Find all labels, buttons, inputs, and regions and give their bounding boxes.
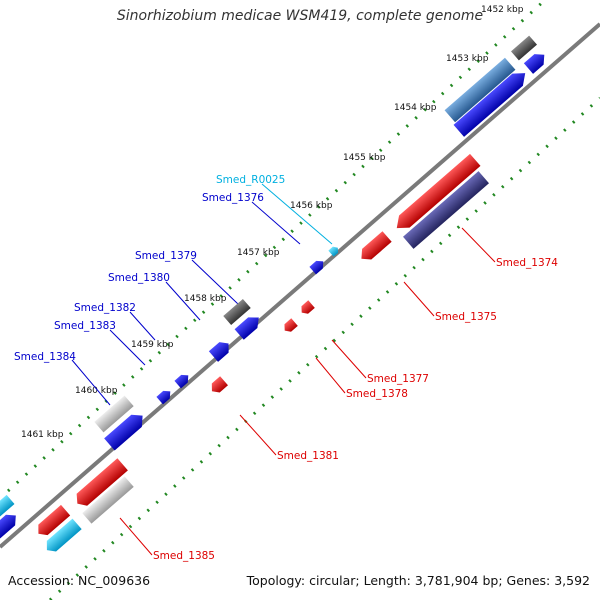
gene-block [511, 35, 537, 61]
tick-1453: 1453 kbp [446, 54, 489, 64]
tick-1457: 1457 kbp [237, 248, 280, 258]
gene-arrow [396, 153, 481, 229]
gene-block [0, 494, 15, 519]
gene-arrow [76, 458, 128, 506]
leader-smed-1378 [315, 357, 346, 394]
gene-block [403, 171, 489, 249]
gene-arrow [301, 300, 315, 314]
gene-arrow [234, 317, 259, 340]
tick-1454: 1454 kbp [394, 103, 437, 113]
leader-smed-1383 [109, 329, 146, 366]
reverse-strand-genes [38, 153, 489, 552]
tick-1455: 1455 kbp [343, 153, 386, 163]
leader-smed-1374 [461, 227, 496, 263]
forward-strand-row2 [0, 54, 545, 539]
leader-smed-1380 [165, 281, 201, 321]
topology-text: Topology: circular; Length: 3,781,904 bp… [246, 573, 590, 588]
tick-1460: 1460 kbp [75, 386, 118, 396]
gene-arrow [38, 504, 71, 536]
forward-strand-genes [0, 35, 537, 519]
leader-smed-1385 [119, 517, 153, 556]
gene-arrow [0, 514, 16, 539]
tick-1461: 1461 kbp [21, 430, 64, 440]
leader-smed-1381 [239, 414, 277, 456]
tick-1458: 1458 kbp [184, 294, 227, 304]
gene-arrow [104, 414, 143, 451]
accession-text: Accession: NC_009636 [8, 573, 151, 588]
gene-arrow [453, 73, 526, 137]
gene-arrow [174, 374, 189, 389]
gene-block [94, 395, 134, 433]
label-smed-1384: Smed_1384 [14, 351, 76, 363]
leader-smed-1382 [129, 311, 156, 341]
gene-block [444, 57, 516, 123]
label-smed-1385: Smed_1385 [153, 550, 215, 562]
gene-arrow [211, 376, 228, 393]
label-smed-1380: Smed_1380 [108, 272, 170, 284]
leader-smed-1379 [191, 259, 239, 305]
gene-arrow [523, 54, 545, 74]
label-smed-1374: Smed_1374 [496, 257, 558, 269]
label-smed-1376: Smed_1376 [202, 192, 264, 204]
label-smed-1379: Smed_1379 [135, 250, 197, 262]
outer-scale-track [48, 96, 600, 600]
gene-block [223, 298, 251, 326]
gene-arrow [46, 518, 82, 552]
gene-arrow [361, 231, 392, 260]
leader-smed-1384 [71, 359, 111, 406]
gene-block [82, 476, 134, 524]
label-smed-1382: Smed_1382 [74, 302, 136, 314]
label-smed-1377: Smed_1377 [367, 373, 429, 385]
label-smed-1381: Smed_1381 [277, 450, 339, 462]
inner-scale-track [6, 0, 547, 493]
leader-smed-1376 [251, 201, 301, 245]
tick-1456: 1456 kbp [290, 201, 333, 211]
label-smed-1378: Smed_1378 [346, 388, 408, 400]
label-smed-1375: Smed_1375 [435, 311, 497, 323]
gene-arrow [284, 318, 298, 332]
leader-smed-1377 [331, 339, 367, 379]
genome-backbone [0, 22, 600, 549]
gene-arrow [208, 342, 229, 362]
gene-arrow [156, 390, 171, 405]
map-title: Sinorhizobium medicae WSM419, complete g… [116, 8, 484, 24]
tick-1452: 1452 kbp [481, 5, 524, 15]
leader-smed-r0025 [261, 183, 333, 245]
gene-arrow [309, 260, 324, 275]
label-smed-r0025: Smed_R0025 [216, 174, 285, 186]
tick-1459: 1459 kbp [131, 340, 174, 350]
label-smed-1383: Smed_1383 [54, 320, 116, 332]
rna-arrow [328, 246, 339, 257]
leader-smed-1375 [403, 281, 435, 317]
